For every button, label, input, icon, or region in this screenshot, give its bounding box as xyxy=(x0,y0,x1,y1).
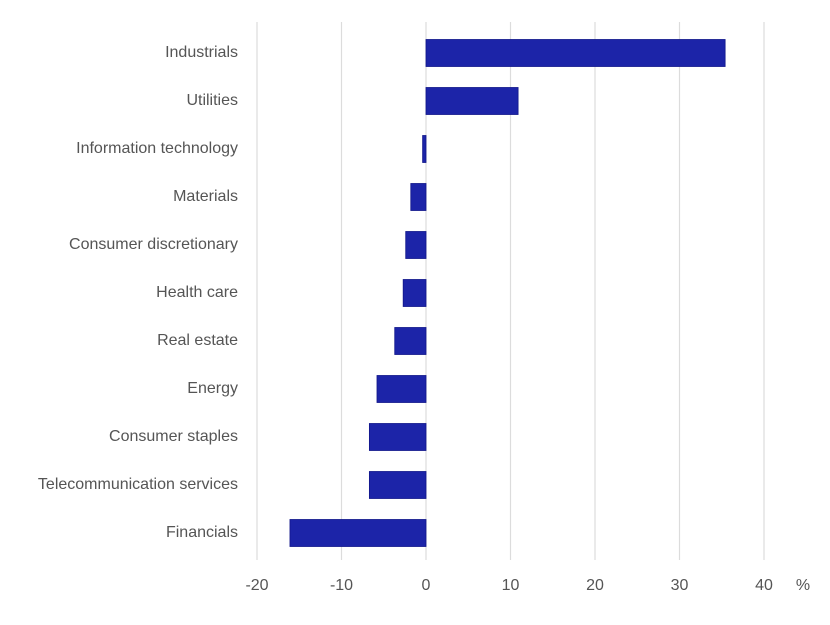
bar-utilities xyxy=(425,87,519,115)
bar-real-estate xyxy=(394,327,427,355)
bar-telecommunication-services xyxy=(368,471,427,499)
category-label: Financials xyxy=(166,524,238,541)
x-tick-label: 40 xyxy=(755,577,773,594)
x-tick-label: 30 xyxy=(671,577,689,594)
category-labels: Industrials Utilities Information technolo… xyxy=(38,44,238,541)
x-axis-tick-labels: -20 -10 0 10 20 30 40 xyxy=(245,577,773,594)
category-label: Telecommunication services xyxy=(38,476,238,493)
category-label: Consumer staples xyxy=(109,428,238,445)
bar-consumer-discretionary xyxy=(405,231,427,259)
x-tick-label: -20 xyxy=(245,577,268,594)
bars xyxy=(289,39,726,547)
bar-industrials xyxy=(425,39,726,67)
bar-consumer-staples xyxy=(368,423,427,451)
category-label: Energy xyxy=(187,380,238,397)
category-label: Materials xyxy=(173,188,238,205)
x-tick-label: -10 xyxy=(330,577,353,594)
x-tick-label: 20 xyxy=(586,577,604,594)
category-label: Consumer discretionary xyxy=(69,236,238,253)
x-axis-unit-label: % xyxy=(796,577,810,594)
category-label: Health care xyxy=(156,284,238,301)
bar-health-care xyxy=(402,279,427,307)
bar-materials xyxy=(410,183,427,211)
category-label: Utilities xyxy=(186,92,238,109)
bar-financials xyxy=(289,519,427,547)
category-label: Real estate xyxy=(157,332,238,349)
bar-energy xyxy=(376,375,427,403)
x-tick-label: 10 xyxy=(502,577,520,594)
x-tick-label: 0 xyxy=(422,577,431,594)
category-label: Industrials xyxy=(165,44,238,61)
category-label: Information technology xyxy=(76,140,238,157)
bar-information-technology xyxy=(422,135,427,163)
